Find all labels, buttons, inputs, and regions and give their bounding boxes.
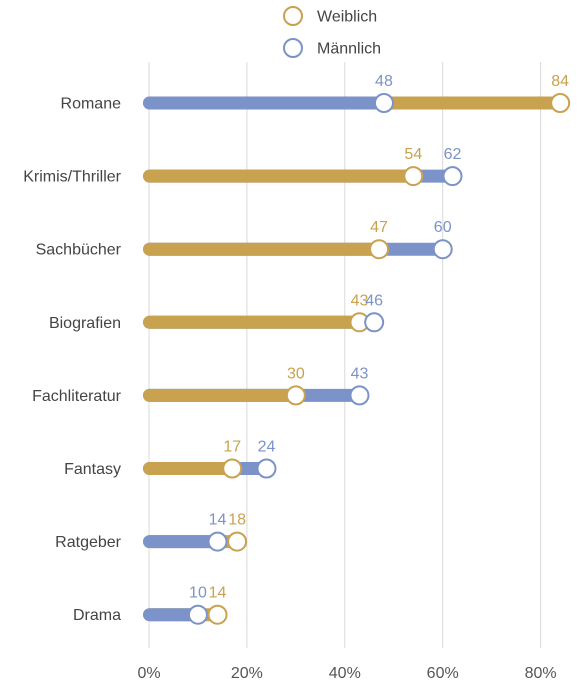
value-label: 30 bbox=[287, 365, 305, 382]
x-tick-label: 20% bbox=[231, 665, 263, 682]
legend-marker bbox=[283, 38, 303, 58]
value-label: 17 bbox=[223, 439, 241, 456]
point-marker bbox=[369, 239, 390, 260]
category-label: Sachbücher bbox=[36, 242, 122, 259]
gridlines bbox=[148, 62, 542, 648]
point-marker bbox=[349, 385, 370, 406]
category-row: Krimis/Thriller 54 62 bbox=[23, 146, 463, 187]
value-label: 84 bbox=[551, 73, 569, 90]
category-label: Fachliteratur bbox=[32, 388, 122, 405]
value-label: 24 bbox=[258, 439, 276, 456]
category-row: Ratgeber 14 18 bbox=[55, 512, 248, 552]
category-label: Fantasy bbox=[64, 461, 121, 478]
category-row: Fantasy 17 24 bbox=[64, 439, 277, 479]
legend: Weiblich Männlich bbox=[283, 6, 381, 58]
category-row: Romane 48 84 bbox=[61, 73, 571, 113]
bar-inner bbox=[143, 388, 296, 402]
value-label: 60 bbox=[434, 219, 452, 236]
value-label: 43 bbox=[351, 292, 369, 309]
point-marker bbox=[187, 604, 208, 625]
value-label: 43 bbox=[351, 365, 369, 382]
bar-inner bbox=[143, 169, 414, 183]
value-label: 62 bbox=[444, 146, 462, 163]
value-label: 14 bbox=[209, 512, 227, 529]
category-row: Sachbücher 47 60 bbox=[36, 219, 453, 260]
point-marker bbox=[285, 385, 306, 406]
x-tick-label: 60% bbox=[427, 665, 459, 682]
value-label: 14 bbox=[209, 585, 227, 602]
category-label: Ratgeber bbox=[55, 534, 121, 551]
value-label: 10 bbox=[189, 585, 207, 602]
bar-inner bbox=[143, 242, 380, 256]
category-label: Drama bbox=[73, 607, 121, 624]
plot-rows: Romane 48 84 Krimis/Thriller 54 62 Sachbücher 4… bbox=[23, 73, 571, 625]
point-marker bbox=[364, 312, 385, 333]
x-axis: 0% 20% 40% 60% 80% bbox=[137, 665, 556, 682]
category-row: Drama 10 14 bbox=[73, 585, 228, 625]
value-label: 54 bbox=[404, 146, 422, 163]
category-row: Fachliteratur 30 43 bbox=[32, 365, 370, 406]
x-tick-label: 40% bbox=[329, 665, 361, 682]
point-marker bbox=[373, 93, 394, 113]
point-marker bbox=[222, 458, 243, 479]
bar-inner bbox=[143, 462, 233, 475]
value-label: 18 bbox=[228, 512, 246, 529]
point-marker bbox=[256, 458, 277, 479]
legend-label: Männlich bbox=[317, 41, 381, 58]
category-label: Biografien bbox=[49, 315, 121, 332]
legend-label: Weiblich bbox=[317, 9, 377, 26]
point-marker bbox=[207, 604, 228, 625]
value-label: 46 bbox=[365, 292, 383, 309]
point-marker bbox=[550, 93, 571, 113]
x-tick-label: 80% bbox=[525, 665, 557, 682]
value-label: 48 bbox=[375, 73, 393, 90]
legend-marker bbox=[283, 6, 303, 26]
bar-inner bbox=[143, 315, 360, 329]
value-label: 47 bbox=[370, 219, 388, 236]
point-marker bbox=[207, 531, 228, 552]
point-marker bbox=[227, 531, 248, 552]
bar-inner bbox=[143, 608, 198, 622]
bar-inner bbox=[143, 96, 384, 110]
point-marker bbox=[432, 239, 453, 260]
x-tick-label: 0% bbox=[137, 665, 160, 682]
category-label: Krimis/Thriller bbox=[23, 169, 121, 186]
bar-inner bbox=[143, 535, 218, 549]
point-marker bbox=[403, 166, 424, 187]
point-marker bbox=[442, 166, 463, 187]
category-label: Romane bbox=[61, 96, 122, 113]
